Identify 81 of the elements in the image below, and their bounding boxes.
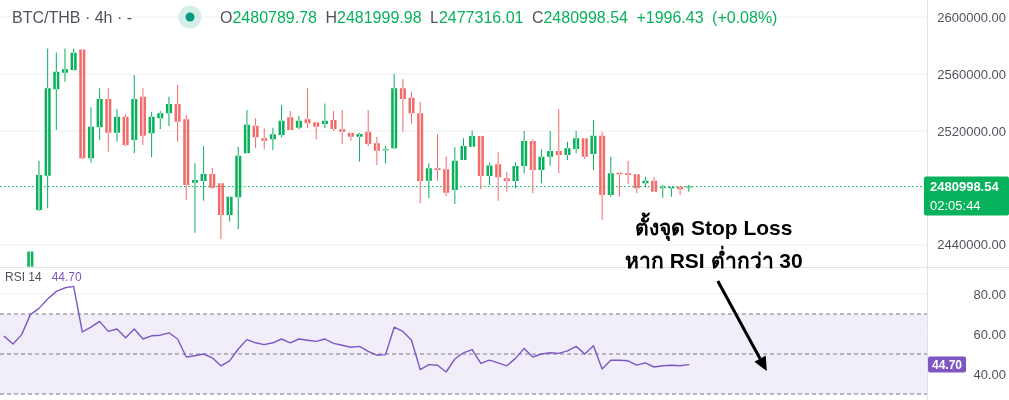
- candlestick: [521, 131, 528, 174]
- candlestick: [96, 88, 103, 140]
- candlestick: [226, 196, 233, 222]
- candlestick: [287, 111, 294, 131]
- candlestick: [261, 128, 268, 150]
- candlestick: [339, 110, 346, 144]
- candlestick: [165, 96, 172, 127]
- candlestick: [295, 116, 302, 130]
- candlestick: [157, 111, 164, 130]
- candlestick: [590, 120, 597, 171]
- candlestick: [616, 172, 623, 197]
- y-tick-label: 2520000.00: [937, 123, 1006, 139]
- candlestick: [417, 101, 424, 204]
- candlestick: [581, 138, 588, 159]
- candlestick: [347, 132, 354, 141]
- candlestick: [278, 105, 285, 138]
- candlestick: [547, 131, 554, 167]
- candlestick: [391, 74, 398, 150]
- y-tick-label: 80.00: [973, 286, 1006, 302]
- candlestick: [382, 145, 389, 164]
- ref-line-label: 2480998.54 02:05:44: [930, 179, 1000, 214]
- candlestick: [269, 127, 276, 150]
- candlestick: [564, 141, 571, 160]
- candlestick: [408, 91, 415, 125]
- candlestick: [148, 111, 155, 158]
- candlestick: [651, 176, 658, 192]
- candlestick: [131, 75, 138, 154]
- candlestick: [122, 114, 129, 146]
- candlestick: [243, 110, 250, 154]
- y-tick-label: 2440000.00: [937, 237, 1006, 253]
- candlestick: [555, 109, 562, 174]
- candlestick: [538, 149, 545, 184]
- candlestick: [330, 111, 337, 131]
- candlestick: [625, 160, 632, 184]
- y-tick-label: 40.00: [973, 366, 1006, 382]
- candlestick: [460, 138, 467, 160]
- candlestick: [209, 167, 216, 189]
- candlestick: [529, 139, 536, 194]
- candlestick: [183, 115, 190, 200]
- annotation: 44.70: [51, 270, 83, 284]
- candlestick: [105, 88, 112, 152]
- candlestick: [573, 131, 580, 154]
- chart-title: RSI 14: [5, 270, 43, 284]
- candlestick: [70, 48, 77, 71]
- candlestick: [607, 156, 614, 197]
- line-series: [3, 285, 690, 373]
- candlestick: [633, 174, 640, 194]
- candlestick: [35, 160, 43, 211]
- text: O2480789.78 H2481999.98 L2477316.01 C2480998.54 +1996.43 (+0.08%): [220, 9, 778, 26]
- text: BTC/THB · 4h · -: [12, 9, 133, 26]
- candlestick: [252, 118, 259, 149]
- candlestick: [113, 109, 120, 142]
- candlestick: [443, 156, 450, 196]
- candlestick: [53, 52, 60, 131]
- candlestick: [79, 49, 86, 160]
- candlestick: [373, 136, 380, 166]
- candlestick: [495, 152, 502, 201]
- candlestick: [599, 131, 606, 221]
- y-tick-label: 60.00: [973, 326, 1006, 342]
- candlestick: [451, 147, 458, 204]
- candlestick: [365, 110, 372, 146]
- candlestick: [304, 88, 311, 129]
- candlestick: [174, 85, 181, 142]
- candlestick: [356, 132, 363, 162]
- candlestick: [87, 107, 94, 163]
- candlestick: [477, 135, 484, 190]
- candlestick: [139, 88, 146, 145]
- y-tick-label: 2560000.00: [937, 66, 1006, 82]
- candlestick: [27, 251, 34, 267]
- candlestick: [61, 48, 69, 82]
- candlestick: [321, 103, 328, 129]
- candlestick: [313, 122, 320, 140]
- annotation: 44.70: [932, 357, 963, 372]
- candlestick: [434, 134, 441, 181]
- candlestick: [503, 171, 510, 192]
- candlestick: [677, 185, 684, 195]
- candlestick: [399, 79, 406, 132]
- annotation: ตั้งจุด Stop Loss หาก RSI ต่ำกว่า 30: [624, 212, 803, 272]
- y-tick-label: 2600000.00: [937, 9, 1006, 25]
- candlestick: [217, 183, 224, 240]
- candlestick: [469, 130, 476, 147]
